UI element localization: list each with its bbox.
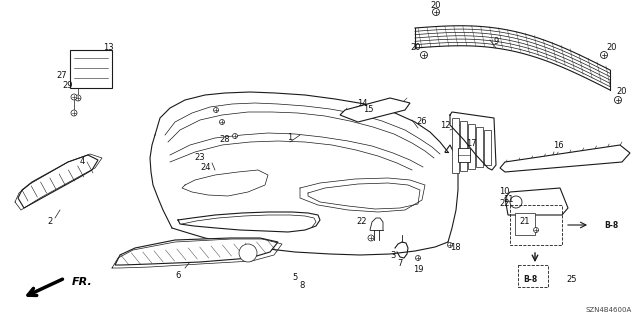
Text: 20: 20 [411,43,421,53]
Circle shape [75,95,81,101]
Text: 27: 27 [57,70,67,79]
Text: 23: 23 [195,153,205,162]
Text: FR.: FR. [72,277,93,287]
Text: 18: 18 [450,243,460,253]
Circle shape [510,196,522,208]
Text: SZN4B4600A: SZN4B4600A [586,307,632,313]
Text: 19: 19 [413,265,423,275]
Text: 2: 2 [47,218,52,226]
Polygon shape [18,155,98,208]
Bar [460,121,467,171]
Text: 17: 17 [466,138,476,147]
Text: 24: 24 [201,162,211,172]
Circle shape [71,94,77,100]
Circle shape [71,110,77,116]
Text: 1: 1 [287,133,292,143]
Text: 20: 20 [607,43,617,53]
Text: 11: 11 [503,196,513,204]
Text: 12: 12 [440,122,451,130]
Bar [458,148,470,162]
Circle shape [239,244,257,262]
Text: 26: 26 [417,117,428,127]
Circle shape [433,9,440,16]
Text: B-8: B-8 [604,220,618,229]
Circle shape [220,120,225,124]
Polygon shape [505,188,568,215]
Text: 9: 9 [493,38,499,47]
Polygon shape [340,98,410,122]
Polygon shape [500,145,630,172]
Text: 28: 28 [220,136,230,145]
Bar [70,50,112,88]
Text: 20: 20 [431,2,441,11]
Text: 21: 21 [520,218,531,226]
Text: 13: 13 [102,43,113,53]
Circle shape [534,227,538,233]
Text: 7: 7 [397,259,403,269]
Text: 29: 29 [63,80,73,90]
Text: 5: 5 [292,272,298,281]
Bar [518,265,548,287]
Polygon shape [115,238,278,265]
Circle shape [232,133,237,138]
Text: 3: 3 [390,251,396,261]
Circle shape [447,242,452,248]
Circle shape [214,108,218,113]
Text: 14: 14 [356,99,367,108]
Circle shape [614,97,621,103]
Circle shape [368,235,374,241]
Circle shape [420,51,428,58]
Bar [476,127,483,167]
Bar [452,118,459,173]
Bar [510,205,562,245]
Text: 22: 22 [356,218,367,226]
Bar [468,124,475,169]
Bar [484,130,491,165]
Text: 4: 4 [79,158,84,167]
Text: 6: 6 [175,271,180,279]
Circle shape [415,256,420,261]
Text: 22: 22 [500,199,510,209]
Text: 20: 20 [617,87,627,97]
Text: 15: 15 [363,106,373,115]
Text: 25: 25 [567,276,577,285]
Text: 10: 10 [499,188,509,197]
Text: B-8: B-8 [523,276,537,285]
Text: 8: 8 [300,280,305,290]
Bar [515,213,535,235]
Circle shape [600,51,607,58]
Text: 16: 16 [553,142,563,151]
